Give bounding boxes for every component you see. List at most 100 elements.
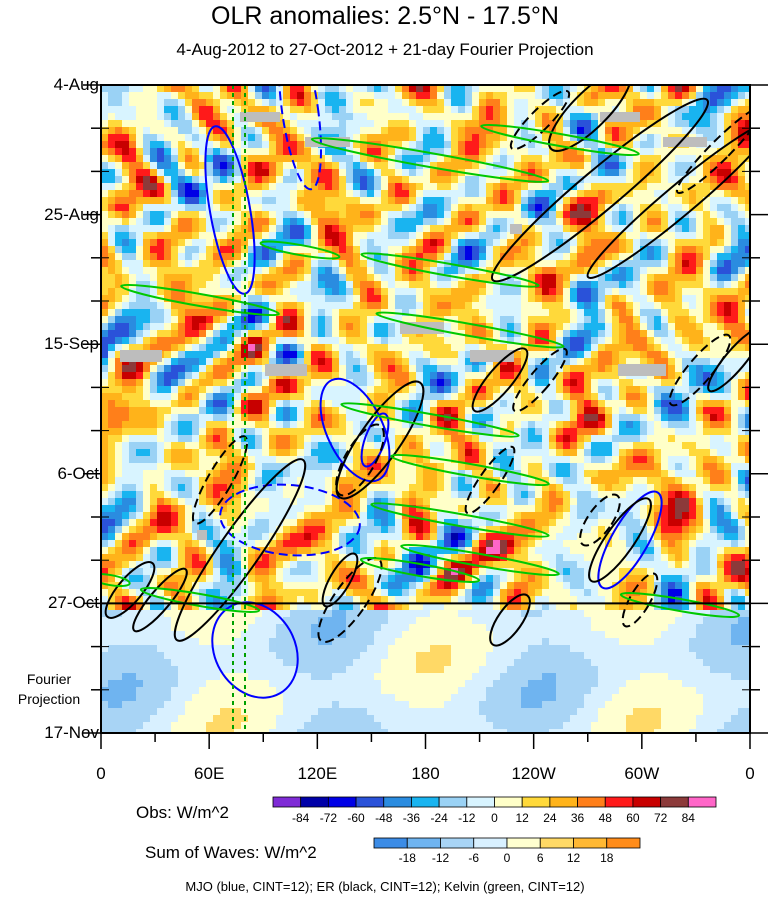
field-cell (514, 365, 521, 372)
field-cell (584, 197, 591, 204)
field-cell (304, 99, 311, 106)
field-cell (591, 169, 598, 176)
field-cell (535, 344, 542, 351)
field-cell (486, 407, 493, 414)
field-cell (199, 85, 206, 92)
field-cell (514, 456, 521, 463)
field-cell (465, 127, 472, 134)
field-cell (668, 274, 675, 281)
field-cell (360, 127, 367, 134)
field-cell (185, 421, 192, 428)
field-cell (591, 155, 598, 162)
field-cell (647, 393, 654, 400)
field-cell (395, 85, 402, 92)
field-cell (115, 113, 122, 120)
field-cell (395, 176, 402, 183)
field-cell (549, 372, 556, 379)
field-cell (283, 225, 290, 232)
field-cell (514, 442, 521, 449)
field-cell (206, 99, 213, 106)
field-cell (206, 92, 213, 99)
field-cell (486, 253, 493, 260)
field-cell (591, 351, 598, 358)
field-cell (647, 449, 654, 456)
field-cell (318, 225, 325, 232)
field-cell (339, 456, 346, 463)
field-cell (388, 225, 395, 232)
field-cell (192, 414, 199, 421)
field-cell (381, 225, 388, 232)
field-cell (353, 414, 360, 421)
field-cell (682, 281, 689, 288)
field-cell (213, 372, 220, 379)
field-cell (388, 162, 395, 169)
field-cell (703, 162, 710, 169)
field-cell (745, 365, 750, 372)
field-cell (234, 246, 241, 253)
field-cell (493, 365, 500, 372)
field-cell (717, 386, 724, 393)
field-cell (640, 274, 647, 281)
field-cell (465, 246, 472, 253)
field-cell (619, 99, 626, 106)
field-cell (416, 253, 423, 260)
field-cell (605, 176, 612, 183)
field-cell (612, 281, 619, 288)
field-cell (206, 316, 213, 323)
field-cell (486, 134, 493, 141)
field-cell (430, 309, 437, 316)
field-cell (199, 442, 206, 449)
field-cell (598, 323, 605, 330)
field-cell (647, 218, 654, 225)
field-cell (542, 239, 549, 246)
field-cell (479, 211, 486, 218)
field-cell (731, 106, 738, 113)
field-cell (220, 435, 227, 442)
field-cell (577, 169, 584, 176)
field-cell (745, 169, 750, 176)
field-cell (171, 169, 178, 176)
field-cell (108, 428, 115, 435)
field-cell (647, 148, 654, 155)
field-cell (150, 260, 157, 267)
field-cell (731, 316, 738, 323)
field-cell (612, 358, 619, 365)
field-cell (745, 190, 750, 197)
field-cell (626, 260, 633, 267)
field-cell (192, 316, 199, 323)
field-cell (290, 449, 297, 456)
field-cell (220, 225, 227, 232)
field-cell (213, 323, 220, 330)
field-cell (416, 295, 423, 302)
field-cell (220, 344, 227, 351)
field-cell (150, 288, 157, 295)
field-cell (654, 309, 661, 316)
field-cell (129, 120, 136, 127)
field-cell (178, 456, 185, 463)
field-cell (724, 288, 731, 295)
field-cell (535, 176, 542, 183)
field-cell (262, 225, 269, 232)
field-cell (612, 316, 619, 323)
field-cell (710, 211, 717, 218)
field-cell (213, 169, 220, 176)
field-cell (255, 407, 262, 414)
field-cell (731, 407, 738, 414)
field-cell (507, 267, 514, 274)
field-cell (178, 302, 185, 309)
field-cell (220, 183, 227, 190)
field-cell (514, 358, 521, 365)
field-cell (451, 92, 458, 99)
field-cell (423, 337, 430, 344)
field-cell (367, 232, 374, 239)
field-cell (654, 85, 661, 92)
field-cell (178, 323, 185, 330)
field-cell (171, 225, 178, 232)
field-cell (304, 239, 311, 246)
field-cell (325, 183, 332, 190)
field-cell (591, 372, 598, 379)
field-cell (220, 351, 227, 358)
field-cell (318, 211, 325, 218)
field-cell (150, 141, 157, 148)
field-cell (262, 442, 269, 449)
